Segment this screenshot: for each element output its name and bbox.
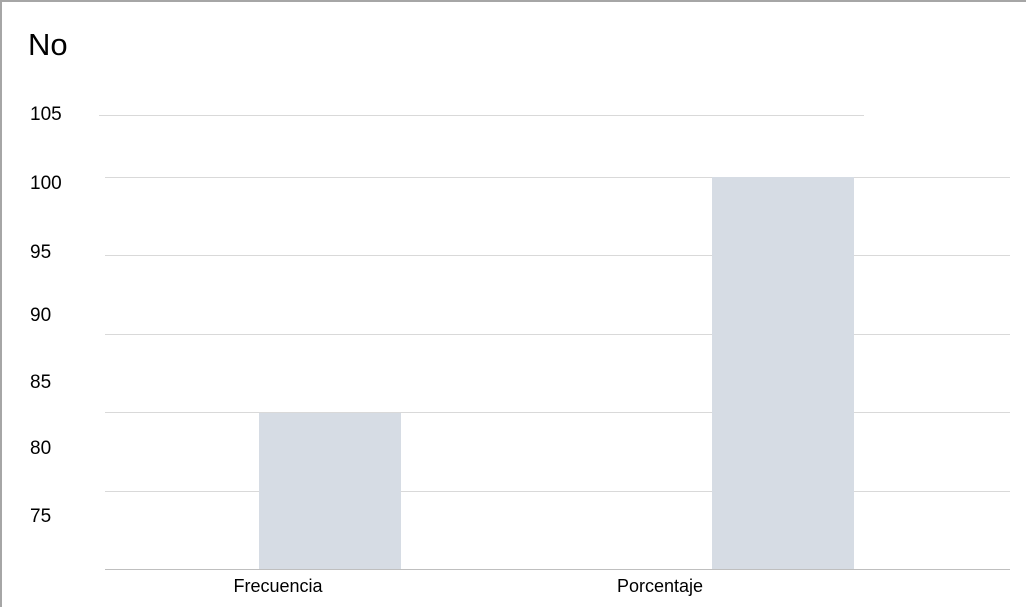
y-tick-label: 80 [30,438,51,459]
bar-porcentaje [712,177,854,569]
y-tick-label: 95 [30,242,51,263]
x-category-label: Frecuencia [233,576,323,596]
y-tick-label: 90 [30,305,51,326]
y-axis-tick-labels: 75 80 85 90 95 100 105 [30,104,62,527]
chart-title: No [28,27,68,62]
gridlines [99,115,1010,570]
y-tick-label: 85 [30,372,51,393]
x-category-label: Porcentaje [617,576,703,596]
y-tick-label: 75 [30,506,51,527]
y-tick-label: 105 [30,104,62,125]
y-tick-label: 100 [30,173,62,194]
bar-frecuencia [259,413,401,569]
bars [259,177,854,569]
x-axis-category-labels: Frecuencia Porcentaje [233,576,703,596]
